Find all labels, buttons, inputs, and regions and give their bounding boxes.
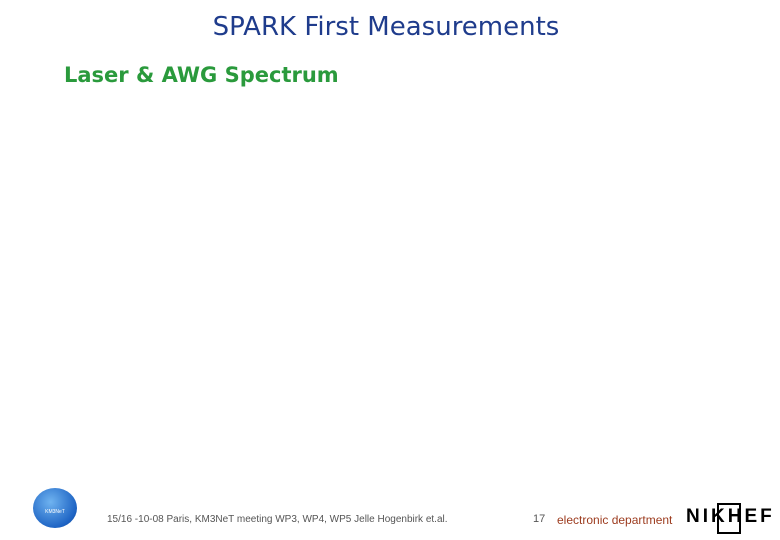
km3net-logo: KM3NeT [33,488,77,528]
logo-box [717,503,741,534]
logo-text: KM3NeT [45,509,65,515]
slide-subtitle: Laser & AWG Spectrum [64,63,339,87]
page-number: 17 [533,513,546,525]
footer-text: 15/16 -10-08 Paris, KM3NeT meeting WP3, … [107,514,448,525]
department: electronic department [557,513,673,527]
nikhef-logo: NIKHEF [686,506,775,527]
slide-title: SPARK First Measurements [212,12,560,42]
